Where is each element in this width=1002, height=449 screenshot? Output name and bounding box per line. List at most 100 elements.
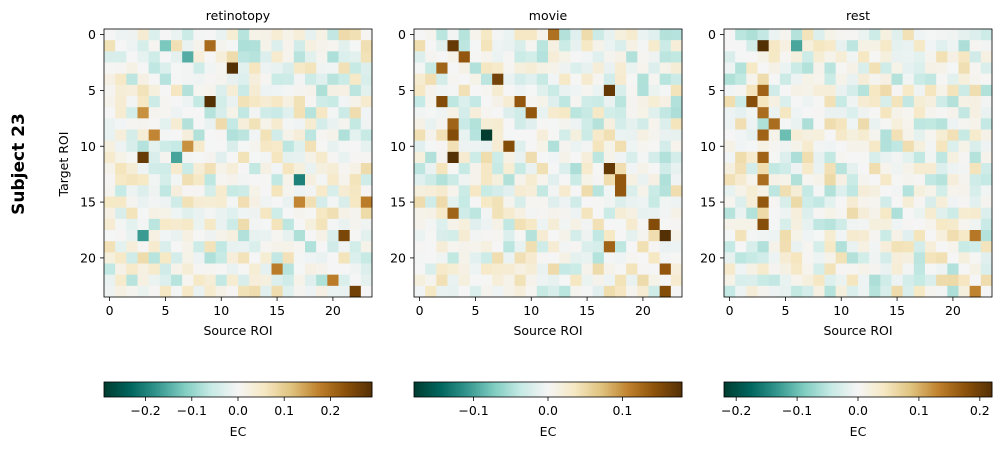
- heatmap-cell: [204, 51, 217, 63]
- heatmap-cell: [846, 151, 859, 164]
- heatmap-cell: [503, 29, 515, 41]
- heatmap-cell: [447, 29, 460, 41]
- heatmap-cell: [458, 230, 471, 242]
- colorbar-segment: [942, 382, 945, 397]
- heatmap-cell: [947, 174, 959, 186]
- heatmap-cell: [925, 73, 937, 86]
- heatmap-cell: [514, 207, 527, 220]
- colorbar-segment: [938, 382, 941, 397]
- heatmap-cell: [492, 40, 504, 52]
- heatmap-cell: [813, 230, 825, 242]
- heatmap-cell: [159, 252, 172, 264]
- heatmap-cell: [846, 252, 859, 264]
- heatmap-cell: [724, 285, 736, 298]
- heatmap-cell: [913, 230, 926, 242]
- heatmap-cell: [648, 62, 661, 75]
- heatmap-cell: [360, 29, 373, 41]
- heatmap-cell: [436, 29, 448, 41]
- heatmap-cell: [414, 29, 426, 41]
- heatmap-cell: [592, 285, 605, 298]
- heatmap-cell: [858, 84, 870, 97]
- heatmap-cell: [913, 73, 926, 86]
- heatmap-cell: [735, 230, 747, 242]
- heatmap-cell: [115, 140, 127, 153]
- heatmap-cell: [104, 196, 116, 209]
- heatmap-cell: [913, 185, 926, 197]
- heatmap-cell: [447, 207, 460, 220]
- heatmap-cell: [858, 207, 870, 220]
- heatmap-cell: [791, 185, 803, 197]
- heatmap-cell: [659, 96, 672, 108]
- heatmap-cell: [637, 252, 649, 264]
- heatmap-cell: [271, 230, 284, 242]
- heatmap-cell: [746, 274, 758, 287]
- x-tick-label: 15: [269, 303, 285, 318]
- heatmap-cell: [159, 29, 172, 41]
- colorbar-segment: [802, 382, 805, 397]
- colorbar-segment: [318, 382, 321, 397]
- heatmap-cell: [458, 218, 471, 231]
- heatmap-cell: [249, 207, 261, 220]
- heatmap-cell: [757, 73, 770, 86]
- heatmap-cell: [305, 252, 317, 264]
- heatmap-cell: [802, 174, 814, 186]
- heatmap-cell: [637, 96, 649, 108]
- heatmap-cell: [779, 285, 792, 298]
- heatmap-cell: [835, 129, 848, 142]
- heatmap-cell: [260, 62, 272, 75]
- heatmap-cell: [735, 107, 747, 119]
- heatmap-cell: [670, 151, 683, 164]
- heatmap-cell: [260, 51, 272, 63]
- colorbar-segment: [588, 382, 591, 397]
- heatmap-cell: [327, 230, 339, 242]
- colorbar-segment: [496, 382, 499, 397]
- heatmap-cell: [626, 196, 638, 209]
- heatmap-cell: [936, 151, 948, 164]
- colorbar-segment: [860, 382, 863, 397]
- heatmap-cell: [305, 140, 317, 153]
- y-tick-label: 5: [708, 83, 716, 98]
- heatmap-cell: [536, 218, 549, 231]
- colorbar-segment: [570, 382, 573, 397]
- colorbar-segment: [758, 382, 761, 397]
- heatmap-cell: [603, 51, 616, 63]
- heatmap-cell: [980, 51, 993, 63]
- heatmap-cell: [626, 274, 638, 287]
- heatmap-cell: [514, 252, 527, 264]
- heatmap-cell: [182, 241, 194, 253]
- heatmap-cell: [226, 163, 239, 175]
- colorbar-segment: [184, 382, 187, 397]
- colorbar-segment: [276, 382, 279, 397]
- colorbar-segment: [424, 382, 427, 397]
- heatmap-cell: [137, 263, 150, 276]
- colorbar-segment: [524, 382, 527, 397]
- heatmap-cell: [238, 185, 250, 197]
- heatmap-cell: [746, 241, 758, 253]
- heatmap-cell: [115, 252, 127, 264]
- heatmap-cell: [581, 107, 594, 119]
- heatmap-cell: [735, 241, 747, 253]
- heatmap-cell: [525, 129, 538, 142]
- x-axis-label: Source ROI: [513, 323, 582, 338]
- colorbar-segment: [986, 382, 989, 397]
- colorbar-segment: [820, 382, 823, 397]
- heatmap-cell: [735, 84, 747, 97]
- colorbar-segment: [142, 382, 145, 397]
- heatmap-cell: [813, 207, 825, 220]
- heatmap-cell: [913, 207, 926, 220]
- heatmap-cell: [724, 274, 736, 287]
- heatmap-cell: [670, 196, 683, 209]
- heatmap-cell: [802, 230, 814, 242]
- heatmap-cell: [757, 274, 770, 287]
- colorbar-segment: [732, 382, 735, 397]
- heatmap-cell: [548, 174, 560, 186]
- heatmap-cell: [880, 96, 892, 108]
- heatmap-cell: [349, 151, 362, 164]
- heatmap-cell: [559, 285, 571, 298]
- heatmap-cell: [637, 140, 649, 153]
- heatmap-cell: [204, 185, 217, 197]
- colorbar-segment: [622, 382, 625, 397]
- heatmap-cell: [115, 274, 127, 287]
- colorbar-segment: [962, 382, 965, 397]
- heatmap-cell: [204, 285, 217, 298]
